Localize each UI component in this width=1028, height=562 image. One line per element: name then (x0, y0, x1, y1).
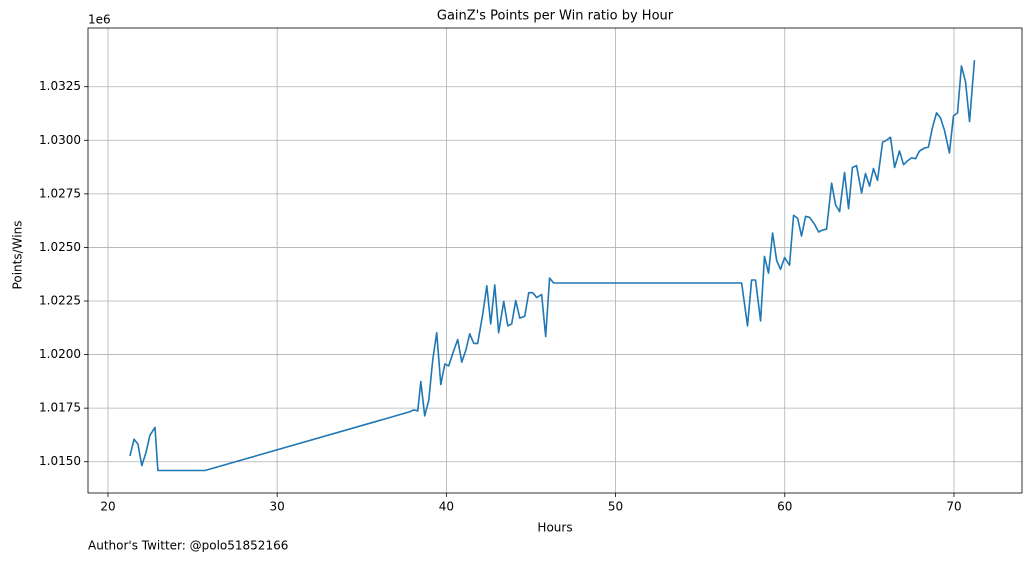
x-tick-label: 70 (946, 500, 961, 514)
x-tick-label: 50 (608, 500, 623, 514)
y-tick-label: 1.0250 (39, 240, 81, 254)
y-tick-label: 1.0300 (39, 133, 81, 147)
x-tick-label: 20 (100, 500, 115, 514)
data-line (129, 60, 976, 472)
x-tick-label: 60 (777, 500, 792, 514)
y-tick-label: 1.0275 (39, 186, 81, 200)
y-tick-label: 1.0150 (39, 454, 81, 468)
y-axis-label: Points/Wins (11, 221, 25, 290)
chart-title: GainZ's Points per Win ratio by Hour (437, 9, 674, 24)
x-tick-label: 30 (270, 500, 285, 514)
y-tick-label: 1.0175 (39, 401, 81, 415)
y-tick-label: 1.0325 (39, 79, 81, 93)
x-tick-label: 40 (439, 500, 454, 514)
plot-frame (87, 27, 1023, 494)
y-tick-label: 1.0200 (39, 347, 81, 361)
x-axis-label: Hours (537, 521, 572, 535)
annotation: Author's Twitter: @polo51852166 (88, 539, 288, 553)
axis-offset: 1e6 (88, 13, 111, 27)
y-tick-label: 1.0225 (39, 294, 81, 308)
